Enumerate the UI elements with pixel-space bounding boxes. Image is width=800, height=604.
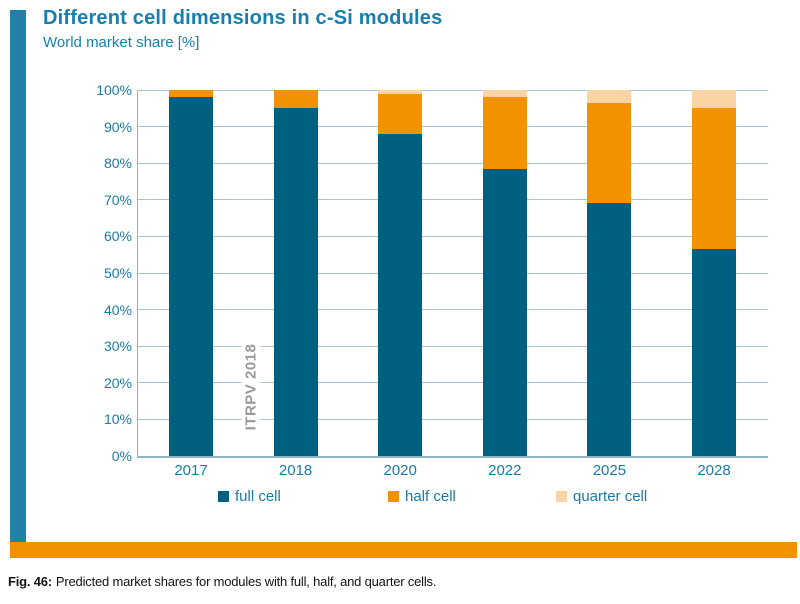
bar-segment-half-cell: [587, 102, 632, 204]
x-tick-label: 2025: [592, 462, 627, 479]
bar-segment-half-cell: [169, 90, 213, 98]
legend-item-quarter-cell: quarter cell: [556, 488, 647, 505]
figure-caption: Fig. 46: Predicted market shares for modu…: [8, 574, 436, 589]
bar-segment-quarter-cell: [692, 90, 736, 109]
bar-segment-full-cell: [378, 133, 423, 456]
legend-swatch: [556, 491, 567, 502]
bar-segment-quarter-cell: [587, 90, 632, 103]
bar-segment-full-cell: [587, 203, 632, 456]
bar-segment-half-cell: [273, 90, 318, 109]
y-tick-label: 80%: [103, 155, 132, 172]
grid-line: [138, 345, 768, 347]
legend-swatch: [388, 491, 399, 502]
left-accent-bar: [10, 10, 26, 542]
chart-subtitle: World market share [%]: [43, 34, 200, 51]
y-tick-label: 30%: [103, 338, 132, 355]
legend-item-full-cell: full cell: [218, 488, 281, 505]
bar-segment-full-cell: [169, 97, 213, 456]
y-tick-label: 70%: [103, 191, 132, 208]
y-tick-label: 10%: [103, 411, 132, 428]
grid-line: [138, 272, 768, 274]
grid-line: [138, 382, 768, 384]
bar-segment-quarter-cell: [378, 90, 423, 94]
legend-label: full cell: [235, 488, 281, 505]
legend-swatch: [218, 491, 229, 502]
y-tick-label: 20%: [103, 374, 132, 391]
y-tick-label: 90%: [103, 118, 132, 135]
grid-line: [138, 126, 768, 128]
figure-caption-text: Predicted market shares for modules with…: [55, 574, 437, 589]
bar-segment-half-cell: [692, 108, 736, 250]
figure-caption-label: Fig. 46:: [8, 574, 52, 589]
legend-label: half cell: [405, 488, 456, 505]
x-tick-label: 2022: [488, 462, 522, 479]
x-tick-label: 2028: [697, 462, 731, 479]
chart-title: Different cell dimensions in c-Si module…: [43, 7, 443, 29]
legend-item-half-cell: half cell: [388, 488, 456, 505]
y-tick-label: 0%: [111, 448, 132, 464]
plot-area: 0% 10% 20% 30% 40% 50% 60% 70% 80% 90% 100% 2017 201…: [96, 82, 768, 479]
x-tick-label: 2018: [278, 462, 313, 479]
grid-line: [138, 309, 768, 311]
grid-line: [138, 199, 768, 201]
bar-segment-half-cell: [378, 93, 423, 134]
legend-label: quarter cell: [573, 488, 648, 505]
y-tick-label: 60%: [103, 228, 132, 245]
y-tick-label: 50%: [103, 265, 132, 281]
x-tick-label: 2017: [174, 462, 208, 479]
bottom-accent-rule: [10, 542, 797, 558]
grid-line: [138, 162, 768, 164]
bar-segment-half-cell: [482, 97, 527, 169]
grid-line: [138, 235, 768, 237]
chart-legend: full cell half cell quarter cell: [0, 488, 800, 510]
watermark-text: ITRPV 2018: [241, 340, 261, 434]
y-tick-label: 40%: [103, 301, 132, 318]
y-tick-label: 100%: [96, 82, 132, 98]
x-tick-label: 2020: [383, 462, 417, 479]
bar-segment-full-cell: [482, 168, 527, 456]
bar-segment-full-cell: [692, 249, 736, 456]
grid-line: [138, 418, 768, 420]
bar-segment-quarter-cell: [482, 90, 527, 98]
bar-segment-full-cell: [273, 108, 318, 456]
grid-line: [138, 89, 768, 91]
